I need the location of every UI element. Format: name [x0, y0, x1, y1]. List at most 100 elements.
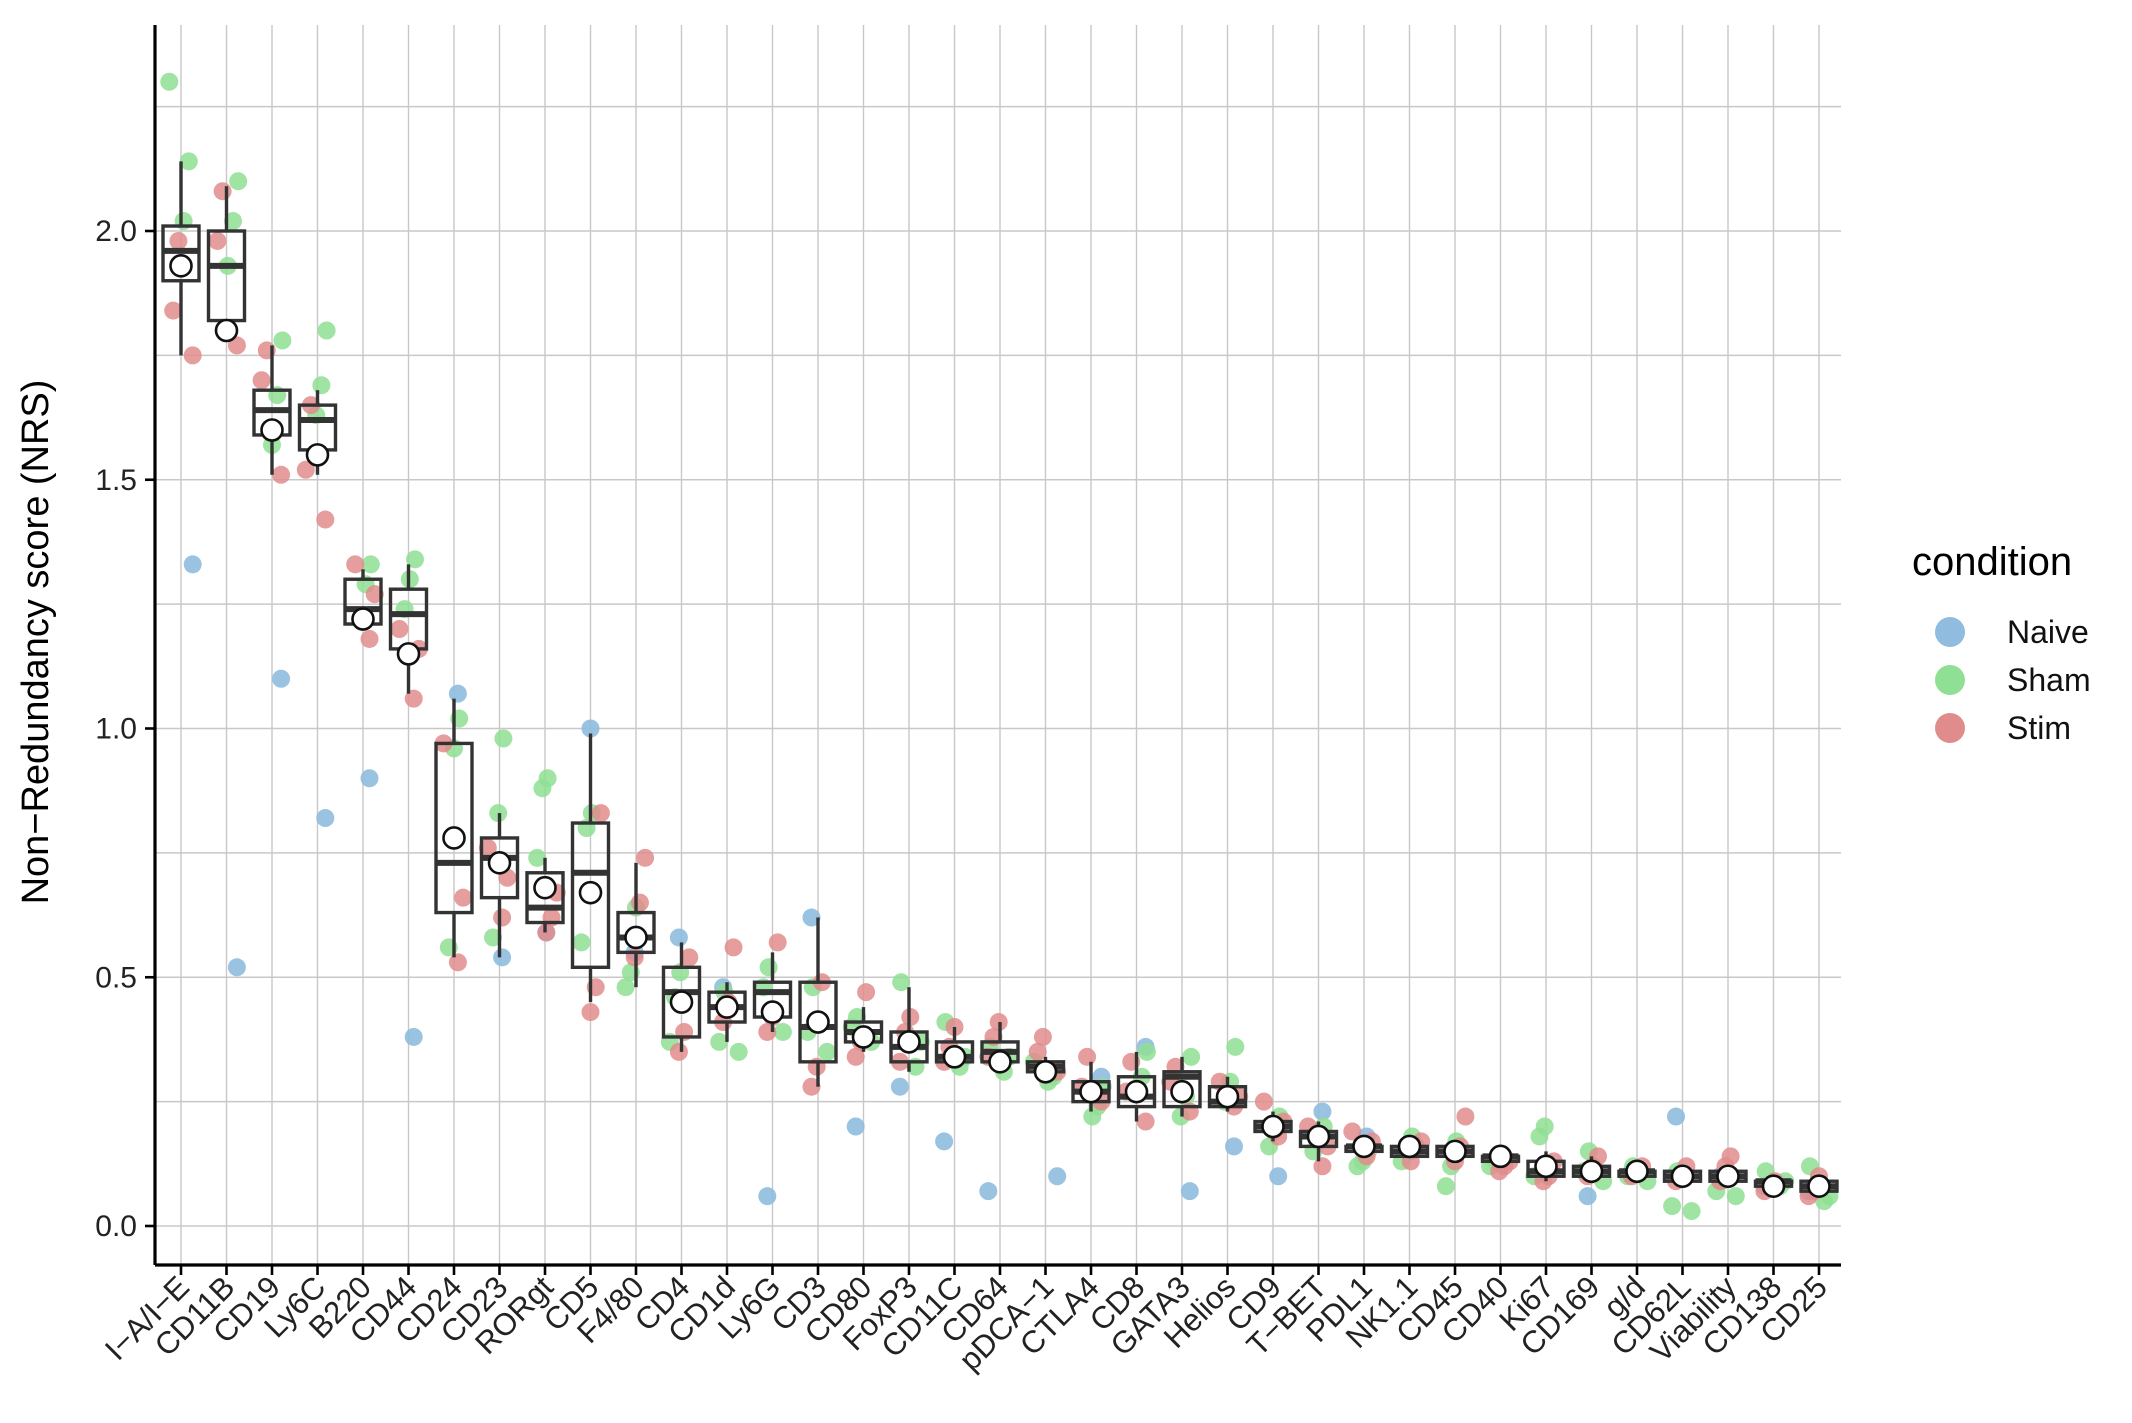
box	[479, 836, 520, 900]
point-sham	[317, 321, 336, 340]
point-sham	[1226, 1037, 1245, 1056]
point-stim	[1033, 1027, 1052, 1046]
mean-marker	[1488, 1144, 1513, 1169]
box	[434, 741, 474, 915]
point-sham	[361, 555, 380, 574]
point-stim	[404, 689, 423, 708]
point-sham	[729, 1042, 748, 1061]
mean-marker	[442, 826, 466, 850]
point-naive	[493, 948, 512, 967]
mean-marker	[1352, 1134, 1376, 1159]
mean-marker	[1579, 1159, 1604, 1184]
point-naive	[1313, 1102, 1332, 1121]
point-stim	[669, 1042, 688, 1061]
mean-marker	[760, 1000, 785, 1024]
mean-marker	[214, 318, 239, 343]
box	[525, 871, 565, 925]
box	[798, 980, 838, 1064]
legend-label-sham: Sham	[2007, 662, 2091, 698]
point-naive	[979, 1182, 998, 1201]
mean-marker	[487, 851, 512, 875]
box	[616, 910, 656, 955]
y-tick-label: 0.5	[95, 961, 137, 994]
point-sham	[312, 376, 331, 395]
point-stim	[1136, 1112, 1155, 1131]
point-sham	[406, 550, 424, 569]
legend-label-stim: Stim	[2007, 710, 2071, 746]
mean-marker	[1670, 1164, 1695, 1189]
point-sham	[773, 1022, 792, 1041]
point-naive	[360, 769, 379, 788]
point-stim	[846, 1047, 865, 1066]
point-stim	[208, 231, 227, 250]
point-stim	[680, 948, 699, 967]
point-naive	[227, 958, 246, 977]
point-sham	[710, 1032, 729, 1051]
point-stim	[183, 346, 202, 365]
mean-markers	[169, 254, 1831, 1198]
point-sham	[273, 331, 292, 350]
point-sham	[1682, 1202, 1701, 1221]
x-axis-ticks: I−A/I−ECD11BCD19Ly6CB220CD44CD24CD23RORg…	[98, 1265, 1834, 1377]
legend: condition Naive Sham Stim	[1912, 540, 2091, 746]
point-stim	[164, 301, 183, 320]
mean-marker	[1170, 1079, 1194, 1104]
point-stim	[1078, 1047, 1097, 1066]
legend-swatch-naive	[1935, 617, 1965, 647]
mean-marker	[1033, 1059, 1058, 1084]
box	[661, 965, 702, 1039]
point-sham	[1663, 1197, 1682, 1216]
mean-marker	[897, 1030, 921, 1054]
mean-marker	[578, 880, 603, 905]
point-sham	[892, 973, 911, 992]
point-sham	[179, 152, 198, 171]
mean-marker	[1534, 1154, 1558, 1179]
mean-marker	[1079, 1079, 1103, 1104]
mean-marker	[1397, 1134, 1422, 1159]
mean-marker	[988, 1050, 1012, 1074]
point-stim	[591, 804, 610, 823]
point-sham	[1137, 1042, 1156, 1061]
point-sham	[1530, 1127, 1549, 1146]
mean-marker	[351, 607, 375, 631]
point-stim	[768, 933, 787, 952]
point-sham	[533, 779, 552, 798]
point-stim	[213, 182, 232, 201]
point-sham	[818, 1042, 837, 1061]
point-sham	[224, 212, 242, 231]
point-stim	[478, 838, 497, 857]
y-tick-label: 2.0	[95, 215, 137, 248]
point-sham	[1182, 1047, 1201, 1066]
point-sham	[494, 729, 513, 748]
y-tick-label: 0.0	[95, 1210, 137, 1243]
point-naive	[581, 719, 600, 738]
point-sham	[229, 172, 248, 191]
boxplots	[161, 161, 1839, 1193]
point-stim	[1313, 1157, 1332, 1176]
point-naive	[1048, 1167, 1067, 1186]
mean-marker	[1716, 1164, 1740, 1189]
mean-marker	[305, 443, 330, 467]
point-stim	[493, 908, 512, 927]
y-tick-label: 1.5	[95, 464, 137, 497]
point-stim	[227, 336, 246, 355]
point-naive	[316, 809, 335, 828]
point-naive	[1180, 1182, 1199, 1201]
y-tick-label: 1.0	[95, 713, 137, 746]
point-stim	[857, 983, 876, 1002]
mean-marker	[533, 875, 557, 900]
mean-marker	[1215, 1084, 1240, 1109]
y-axis-label: Non−Redundancy score (NRS)	[15, 380, 57, 905]
mean-marker	[260, 418, 284, 442]
point-stim	[454, 888, 473, 907]
mean-marker	[624, 925, 648, 950]
point-stim	[252, 371, 271, 390]
point-sham	[572, 933, 591, 952]
legend-swatch-stim	[1935, 713, 1965, 743]
point-naive	[890, 1077, 909, 1096]
point-naive	[802, 908, 821, 927]
point-stim	[724, 938, 743, 957]
point-stim	[636, 848, 655, 867]
point-stim	[630, 893, 649, 912]
mean-marker	[1807, 1174, 1831, 1198]
